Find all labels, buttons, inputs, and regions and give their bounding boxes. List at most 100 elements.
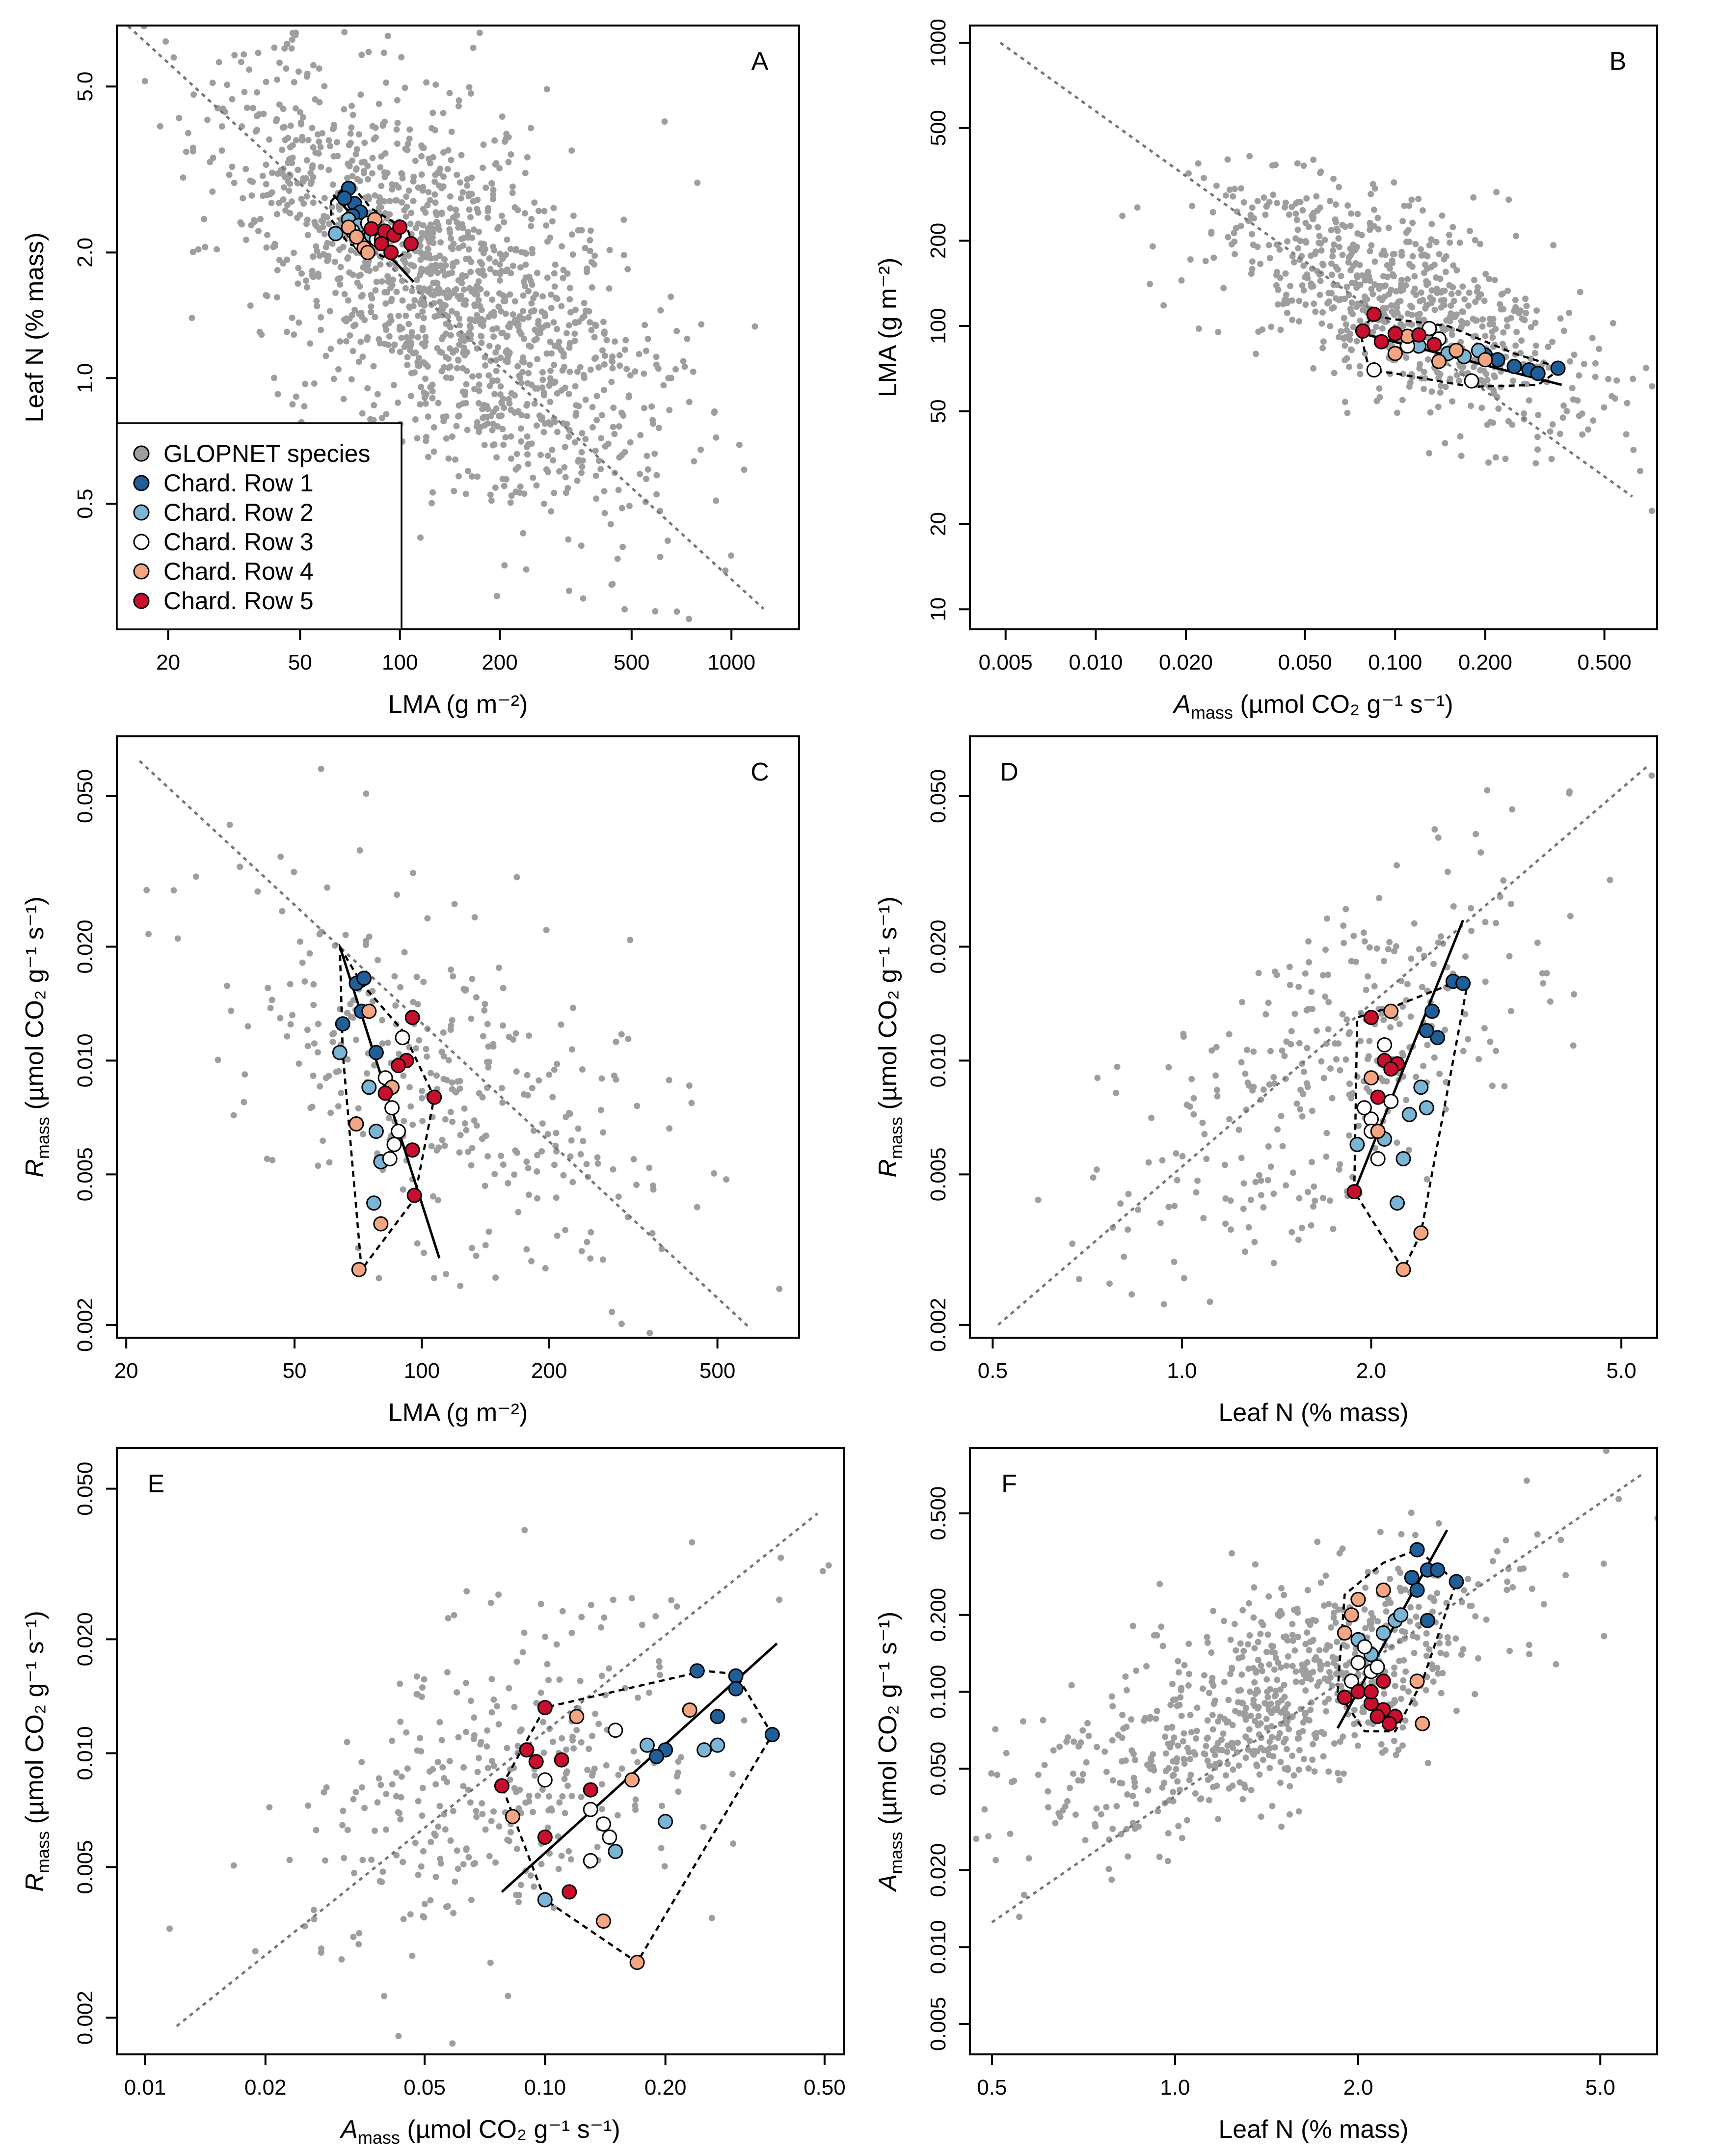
glopnet-point <box>368 292 375 298</box>
glopnet-point <box>657 553 664 560</box>
glopnet-point <box>546 382 553 389</box>
glopnet-point <box>556 1799 563 1806</box>
glopnet-point <box>1309 1756 1316 1763</box>
glopnet-point <box>536 1077 542 1084</box>
glopnet-point <box>277 1015 284 1022</box>
glopnet-point <box>544 468 551 475</box>
glopnet-point <box>1329 271 1335 278</box>
glopnet-point <box>1303 239 1310 246</box>
glopnet-point <box>1281 1765 1288 1772</box>
glopnet-point <box>429 500 435 507</box>
glopnet-point <box>510 263 516 270</box>
glopnet-point <box>1016 1913 1023 1920</box>
glopnet-point <box>1242 1733 1249 1740</box>
glopnet-point <box>402 260 409 267</box>
glopnet-point <box>1548 456 1555 462</box>
chard-point-row2 <box>1395 1151 1411 1166</box>
glopnet-point <box>579 463 586 470</box>
glopnet-point <box>438 1737 445 1744</box>
glopnet-point <box>1292 1678 1299 1685</box>
glopnet-point <box>467 1698 474 1704</box>
glopnet-point <box>1504 287 1511 294</box>
glopnet-point <box>1220 285 1227 292</box>
glopnet-point <box>307 180 314 187</box>
glopnet-point <box>1319 345 1326 351</box>
glopnet-point <box>393 1852 400 1859</box>
glopnet-point <box>637 432 644 438</box>
glopnet-point <box>427 285 433 292</box>
glopnet-point <box>1416 946 1422 953</box>
glopnet-point <box>378 153 385 160</box>
glopnet-point <box>412 158 419 164</box>
y-axis-title: Rmass (µmol CO₂ g⁻¹ s⁻¹) <box>21 1611 53 1891</box>
glopnet-point <box>1322 1646 1329 1653</box>
chard-point-row3 <box>395 1030 410 1046</box>
glopnet-point <box>1165 1830 1172 1837</box>
glopnet-point <box>601 386 608 393</box>
glopnet-point <box>462 1679 469 1686</box>
glopnet-point <box>1430 1678 1437 1685</box>
glopnet-point <box>218 123 225 130</box>
glopnet-point <box>1465 1036 1472 1043</box>
glopnet-point <box>1101 1748 1108 1755</box>
glopnet-point <box>293 137 299 144</box>
glopnet-point <box>597 1106 604 1113</box>
glopnet-point <box>360 1131 367 1137</box>
glopnet-point <box>1228 1226 1234 1233</box>
glopnet-point <box>1284 309 1290 316</box>
glopnet-point <box>1387 1575 1394 1582</box>
glopnet-point <box>1021 1891 1027 1898</box>
glopnet-point <box>436 226 443 233</box>
glopnet-point <box>1409 263 1416 270</box>
glopnet-point <box>338 1090 345 1096</box>
glopnet-point <box>513 1068 520 1075</box>
glopnet-point <box>1491 390 1498 397</box>
glopnet-point <box>1399 1003 1406 1010</box>
glopnet-point <box>476 1090 483 1097</box>
glopnet-point <box>1186 1671 1192 1677</box>
glopnet-point <box>418 171 425 178</box>
glopnet-point <box>1309 1005 1315 1012</box>
glopnet-point <box>1312 308 1319 315</box>
glopnet-point <box>1213 1086 1220 1093</box>
glopnet-point <box>1449 284 1456 291</box>
glopnet-point <box>586 1746 592 1752</box>
glopnet-point <box>474 473 481 480</box>
glopnet-point <box>344 175 350 182</box>
glopnet-point <box>1176 1786 1183 1793</box>
glopnet-point <box>587 227 594 234</box>
glopnet-point <box>322 1075 329 1081</box>
glopnet-point <box>485 1058 492 1065</box>
chard-point-row1 <box>1420 1613 1435 1628</box>
glopnet-point <box>1287 1783 1293 1790</box>
glopnet-point <box>650 1186 657 1193</box>
y-tick-label: 0.050 <box>73 1462 97 1516</box>
glopnet-point <box>627 372 634 379</box>
chard-point-row2 <box>537 1892 553 1908</box>
panel-letter: C <box>751 758 769 786</box>
glopnet-point <box>666 1125 673 1132</box>
glopnet-point <box>524 433 531 440</box>
glopnet-point <box>376 1775 382 1782</box>
glopnet-point <box>359 1857 366 1863</box>
glopnet-point <box>1133 1667 1140 1674</box>
glopnet-point <box>481 442 488 448</box>
glopnet-point <box>598 1075 605 1082</box>
glopnet-point <box>383 79 390 86</box>
glopnet-point <box>1436 1071 1443 1077</box>
glopnet-point <box>230 1112 237 1119</box>
glopnet-point <box>265 985 271 991</box>
glopnet-point <box>598 435 605 442</box>
glopnet-point <box>1310 1203 1317 1210</box>
glopnet-point <box>309 268 316 274</box>
glopnet-point <box>286 1857 293 1863</box>
glopnet-point <box>1303 1080 1310 1087</box>
chard-point-row5 <box>374 236 389 251</box>
glopnet-point <box>1208 1649 1215 1656</box>
glopnet-point <box>1360 929 1367 936</box>
glopnet-point <box>435 1823 442 1830</box>
glopnet-point <box>1278 1664 1284 1671</box>
chard-point-row5 <box>583 1782 598 1798</box>
glopnet-point <box>1429 1608 1436 1615</box>
glopnet-point <box>1526 397 1532 404</box>
